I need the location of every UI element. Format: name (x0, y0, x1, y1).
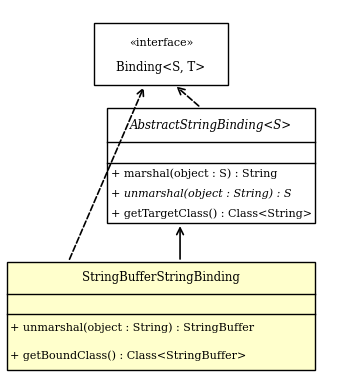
Text: AbstractStringBinding<S>: AbstractStringBinding<S> (130, 119, 292, 132)
Text: StringBufferStringBinding: StringBufferStringBinding (82, 271, 240, 285)
Text: + unmarshal(object : String) : S: + unmarshal(object : String) : S (110, 188, 291, 199)
Text: + getBoundClass() : Class<StringBuffer>: + getBoundClass() : Class<StringBuffer> (10, 350, 246, 361)
Text: + unmarshal(object : String) : StringBuffer: + unmarshal(object : String) : StringBuf… (10, 322, 254, 333)
Text: + getTargetClass() : Class<String>: + getTargetClass() : Class<String> (110, 208, 312, 219)
FancyBboxPatch shape (94, 23, 228, 85)
FancyBboxPatch shape (7, 262, 315, 370)
Text: + marshal(object : S) : String: + marshal(object : S) : String (110, 168, 277, 179)
Text: «interface»: «interface» (129, 38, 193, 48)
FancyBboxPatch shape (107, 108, 315, 223)
Text: Binding<S, T>: Binding<S, T> (116, 61, 205, 74)
